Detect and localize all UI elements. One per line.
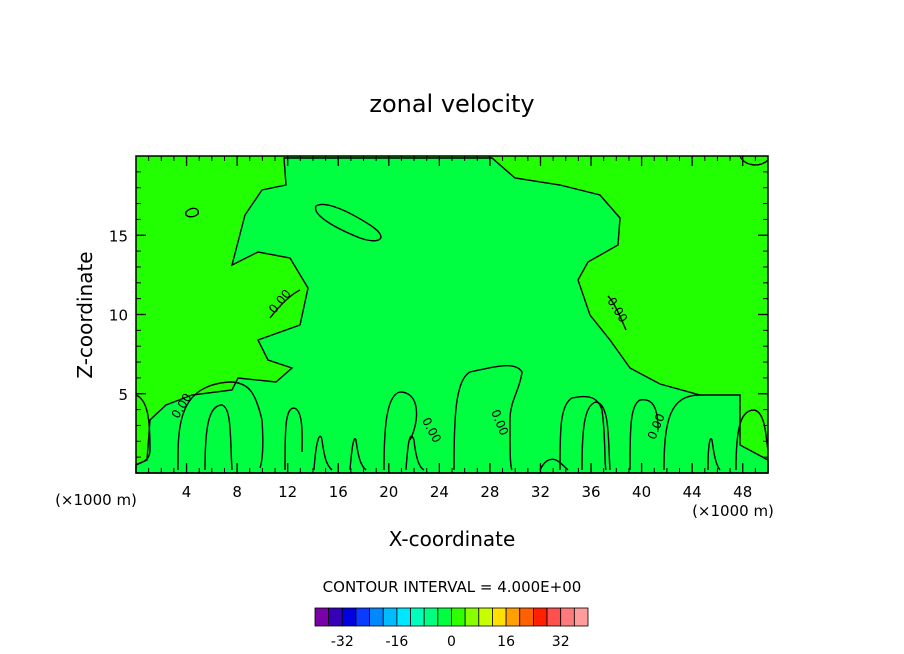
x-tick-label: 12 xyxy=(278,483,297,501)
colorbar-tick-label: 0 xyxy=(447,634,456,650)
colorbar-swatch xyxy=(505,607,521,627)
y-tick-label: 5 xyxy=(118,386,128,404)
colorbar-swatch xyxy=(396,607,411,627)
colorbar-swatch xyxy=(573,607,589,627)
contour-line xyxy=(559,395,607,471)
colorbar-swatch xyxy=(451,607,466,627)
colorbar-tick-labels: -32 -16 0 16 32 xyxy=(331,634,570,650)
contour-line xyxy=(735,409,769,471)
contour-line xyxy=(349,438,367,471)
contour-line xyxy=(177,381,264,471)
colorbar-tick-label: -16 xyxy=(385,634,408,650)
colorbar-swatch xyxy=(423,607,439,627)
colorbar-tick-label: -32 xyxy=(331,634,354,650)
contour-line xyxy=(315,203,382,242)
x-tick-label: 36 xyxy=(581,483,600,501)
contour-interval-text: CONTOUR INTERVAL = 4.000E+00 xyxy=(323,578,582,596)
x-units-right: (×1000 m) xyxy=(692,502,774,520)
colorbar-swatch xyxy=(328,607,343,627)
colorbar-swatch xyxy=(560,607,575,627)
colorbar-swatch xyxy=(437,607,452,627)
x-axis-label: X-coordinate xyxy=(389,527,516,551)
x-tick-label: 32 xyxy=(531,483,550,501)
y-axis-ticks: 5 10 15 xyxy=(109,171,768,458)
colorbar-swatch xyxy=(369,607,384,627)
contour-line xyxy=(284,407,303,471)
contour-line xyxy=(739,155,769,166)
contour-line xyxy=(204,404,233,471)
colorbar-swatch xyxy=(410,607,425,627)
colorbar xyxy=(314,607,589,627)
colorbar-swatch xyxy=(519,607,534,627)
contour-line xyxy=(629,399,659,471)
colorbar-tick-label: 16 xyxy=(497,634,515,650)
contour-line xyxy=(135,394,151,466)
x-tick-label: 40 xyxy=(632,483,651,501)
colorbar-swatch xyxy=(382,607,398,627)
x-tick-label: 16 xyxy=(329,483,348,501)
contour-line xyxy=(581,401,611,471)
chart-title: zonal velocity xyxy=(369,90,534,118)
x-tick-label: 44 xyxy=(683,483,702,501)
contour-line xyxy=(453,364,523,471)
contour-line xyxy=(313,435,333,471)
colorbar-swatch xyxy=(492,607,507,627)
x-tick-label: 8 xyxy=(232,483,242,501)
y-axis-label: Z-coordinate xyxy=(73,251,97,378)
x-tick-label: 24 xyxy=(430,483,449,501)
colorbar-swatch xyxy=(533,607,548,627)
contour-line xyxy=(707,438,721,471)
contour-line xyxy=(607,295,627,331)
colorbar-tick-label: 32 xyxy=(552,634,570,650)
contour-line xyxy=(663,394,701,471)
contour-fields xyxy=(136,156,768,473)
contour-line xyxy=(539,458,569,471)
colorbar-swatch xyxy=(546,607,562,627)
x-tick-label: 28 xyxy=(480,483,499,501)
colorbar-swatch xyxy=(341,607,357,627)
colorbar-swatch xyxy=(314,607,330,627)
contour-line xyxy=(269,289,301,319)
x-tick-label: 48 xyxy=(733,483,752,501)
colorbar-swatch xyxy=(478,607,493,627)
contour-line xyxy=(405,435,425,471)
colorbar-swatch xyxy=(355,607,371,627)
field-region xyxy=(136,158,768,473)
y-tick-label: 15 xyxy=(109,227,128,245)
colorbar-swatch xyxy=(464,607,480,627)
x-tick-label: 20 xyxy=(379,483,398,501)
contour-line xyxy=(185,207,199,218)
contour-line xyxy=(383,391,418,471)
x-axis-ticks: 4 8 12 16 20 24 28 32 36 40 44 48 xyxy=(148,156,756,501)
y-tick-label: 10 xyxy=(109,307,128,325)
x-units-left: (×1000 m) xyxy=(55,491,137,509)
x-tick-label: 4 xyxy=(182,483,192,501)
